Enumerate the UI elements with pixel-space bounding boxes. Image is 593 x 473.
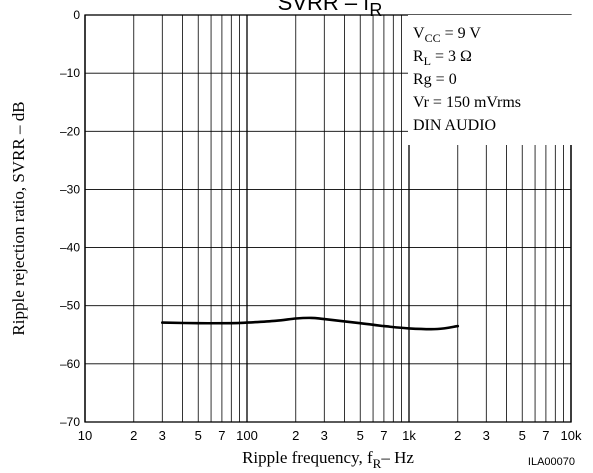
x-tick-label: 10k [561,428,582,443]
x-tick-label: 3 [159,428,166,443]
y-tick-label: –70 [60,415,80,429]
y-axis-label: Ripple rejection ratio, SVRR – dB [9,101,28,335]
y-tick-labels: 0 –10 –20 –30 –40 –50 –60 –70 [60,8,80,429]
condition-line: VCC = 9 V [413,25,481,45]
x-tick-label: 5 [195,428,202,443]
y-tick-label: –60 [60,357,80,371]
y-tick-label: –20 [60,124,80,138]
x-tick-label: 1k [402,428,416,443]
plot-frame [84,14,572,423]
conditions-box: VCC = 9 V RL = 3 Ω Rg = 0 Vr = 150 mVrms DIN… [408,15,572,145]
condition-line: DIN AUDIO [413,117,496,134]
x-tick-label: 5 [357,428,364,443]
y-tick-label: –30 [60,182,80,196]
x-tick-label: 2 [454,428,461,443]
condition-line: Rg = 0 [413,71,457,88]
x-tick-label: 2 [130,428,137,443]
x-tick-label: 7 [542,428,549,443]
x-tick-label: 10 [78,428,92,443]
condition-line: RL = 3 Ω [413,48,472,68]
x-tick-label: 3 [483,428,490,443]
x-tick-label: 3 [321,428,328,443]
y-tick-label: –40 [60,241,80,255]
x-tick-label: 7 [380,428,387,443]
x-axis-label: Ripple frequency, fR– Hz [242,448,414,471]
x-tick-label: 100 [236,428,258,443]
minor-gridlines [133,15,564,422]
condition-line: Vr = 150 mVrms [413,94,521,111]
svrr-curve [161,316,460,331]
x-tick-label: 2 [292,428,299,443]
x-tick-labels: 10 2 3 5 7 100 2 3 5 7 1k 2 3 5 7 10k [78,428,582,443]
figure-id: ILA00070 [528,456,575,468]
x-tick-label: 7 [218,428,225,443]
y-tick-label: 0 [73,8,80,22]
x-tick-label: 5 [519,428,526,443]
y-tick-label: –10 [60,66,80,80]
y-tick-label: –50 [60,299,80,313]
chart-title: SVRR – fR [278,0,383,20]
